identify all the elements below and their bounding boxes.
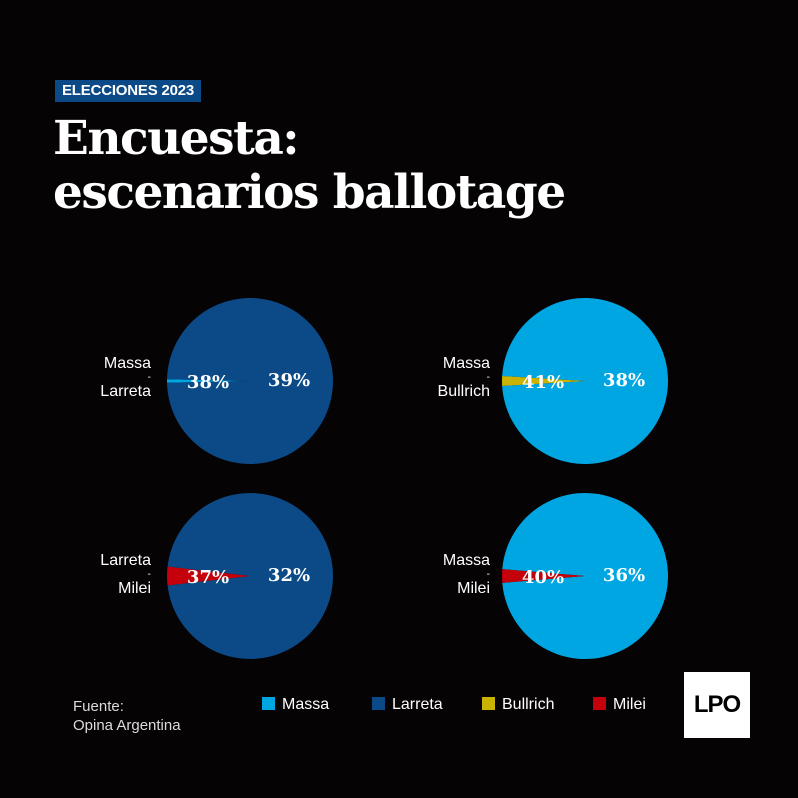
pair-label-line: Massa bbox=[442, 552, 490, 569]
pair-label-line: Massa bbox=[442, 355, 490, 372]
title-line-1: Encuesta: bbox=[53, 111, 300, 166]
pie-chart-massa-larreta: 38% 39% bbox=[167, 298, 333, 464]
legend-swatch bbox=[262, 697, 275, 710]
pie-slice-label-larreta: 39% bbox=[268, 370, 310, 391]
pie-slice-label-massa: 41% bbox=[522, 372, 564, 393]
section-tag: ELECCIONES 2023 bbox=[55, 80, 202, 102]
pair-label-line: Larreta bbox=[100, 552, 151, 569]
pie-slice-larreta bbox=[167, 493, 333, 659]
pie-slice-label-massa: 40% bbox=[522, 567, 564, 588]
pair-label-line: Larreta bbox=[100, 383, 151, 400]
pair-label-dash: - bbox=[147, 569, 151, 580]
source-label: Fuente: bbox=[73, 698, 124, 715]
pair-label-dash: - bbox=[147, 372, 151, 383]
legend-item-bullrich: Bullrich bbox=[482, 695, 554, 715]
legend-label: Bullrich bbox=[502, 696, 555, 713]
pie-slice-massa bbox=[502, 298, 668, 464]
pie-slice-bullrich bbox=[502, 376, 585, 386]
pair-label-massa-milei: Massa - Milei bbox=[360, 552, 490, 598]
pair-label-massa-bullrich: Massa - Bullrich bbox=[360, 355, 490, 401]
pie-chart-massa-bullrich: 41% 38% bbox=[502, 298, 668, 464]
title-line-2: escenarios ballotage bbox=[53, 165, 566, 220]
legend-item-massa: Massa bbox=[262, 695, 329, 715]
pie-slice-label-milei: 32% bbox=[268, 565, 310, 586]
pair-label-massa-larreta: Massa - Larreta bbox=[21, 355, 151, 401]
legend-swatch bbox=[482, 697, 495, 710]
legend-item-larreta: Larreta bbox=[372, 695, 443, 715]
pair-label-line: Bullrich bbox=[437, 383, 490, 400]
pair-label-line: Milei bbox=[118, 580, 151, 597]
pair-label-line: Milei bbox=[457, 580, 490, 597]
legend-swatch bbox=[372, 697, 385, 710]
pie-slice-label-massa: 38% bbox=[187, 372, 229, 393]
pie-chart-larreta-milei: 37% 32% bbox=[167, 493, 333, 659]
legend-item-milei: Milei bbox=[593, 695, 646, 715]
source-name: Opina Argentina bbox=[73, 717, 181, 734]
pair-label-dash: - bbox=[486, 372, 490, 383]
legend-label: Larreta bbox=[392, 696, 443, 713]
pie-chart-massa-milei: 40% 36% bbox=[502, 493, 668, 659]
pair-label-line: Massa bbox=[103, 355, 151, 372]
page-title: Encuesta: escenarios ballotage bbox=[53, 111, 566, 220]
pie-slice-label-milei: 36% bbox=[603, 565, 645, 586]
pie-slice-label-bullrich: 38% bbox=[603, 370, 645, 391]
legend-label: Massa bbox=[282, 696, 330, 713]
lpo-logo: LPO bbox=[684, 672, 750, 738]
pie-slice-milei bbox=[167, 566, 250, 586]
legend-swatch bbox=[593, 697, 606, 710]
pie-slice-larreta bbox=[167, 298, 333, 464]
source-note: Fuente: Opina Argentina bbox=[73, 697, 181, 735]
pie-slice-label-larreta: 37% bbox=[187, 567, 229, 588]
pair-label-dash: - bbox=[486, 569, 490, 580]
pie-slice-massa bbox=[502, 493, 668, 659]
pie-slice-massa bbox=[167, 379, 250, 383]
legend-label: Milei bbox=[613, 696, 646, 713]
pie-slice-milei bbox=[502, 569, 585, 583]
pair-label-larreta-milei: Larreta - Milei bbox=[21, 552, 151, 598]
